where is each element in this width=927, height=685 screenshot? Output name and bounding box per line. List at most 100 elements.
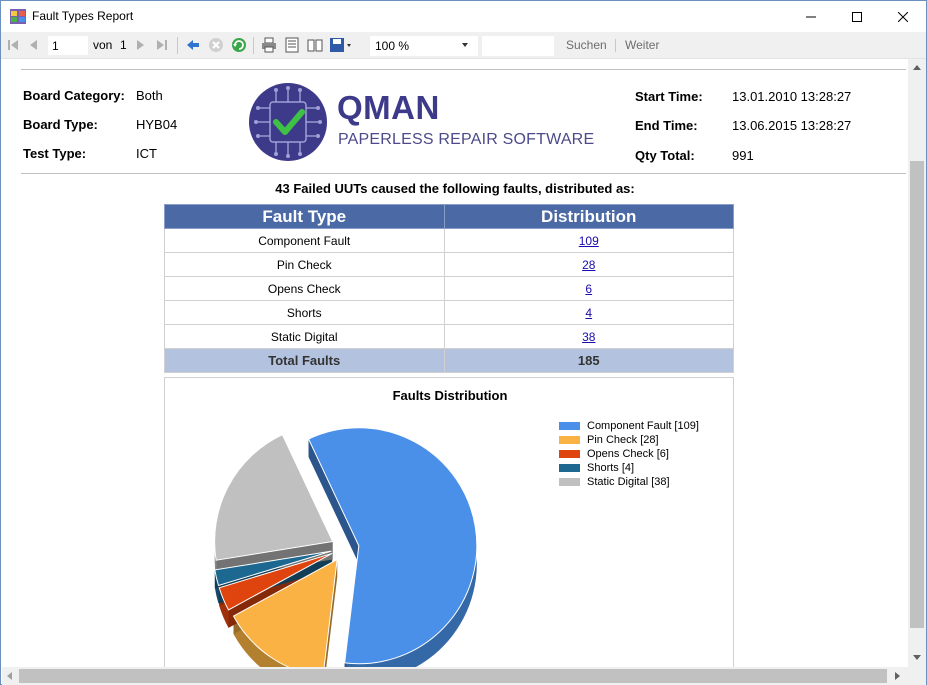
legend-swatch	[559, 436, 580, 444]
minimize-button[interactable]	[788, 1, 834, 32]
table-header-row: Fault Type Distribution	[164, 204, 734, 229]
start-time-label: Start Time:	[635, 89, 703, 104]
fault-types-table: Fault Type Distribution Component Fault …	[164, 204, 734, 373]
board-category-label: Board Category:	[23, 88, 125, 103]
scroll-right-icon[interactable]	[895, 672, 900, 680]
stop-rendering-icon[interactable]	[207, 36, 225, 54]
total-value: 185	[443, 348, 734, 373]
toolbar-divider	[177, 37, 178, 54]
find-next-button[interactable]: Weiter	[625, 38, 660, 52]
board-category-value: Both	[136, 88, 163, 103]
last-page-icon[interactable]	[155, 36, 169, 54]
fault-type-cell: Shorts	[164, 300, 445, 325]
qty-total-value: 991	[732, 148, 754, 163]
window-title: Fault Types Report	[32, 9, 134, 23]
search-button[interactable]: Suchen	[566, 38, 607, 52]
legend-label: Shorts [4]	[587, 462, 635, 474]
next-page-icon[interactable]	[133, 36, 147, 54]
test-type-value: ICT	[136, 146, 157, 161]
export-icon[interactable]	[328, 36, 354, 54]
fault-type-cell: Pin Check	[164, 252, 445, 277]
legend-item: Shorts [4]	[559, 461, 699, 475]
vertical-scroll-thumb[interactable]	[910, 161, 924, 628]
toolbar-divider	[615, 39, 616, 52]
distribution-link[interactable]: 4	[585, 305, 593, 320]
faults-distribution-chart: Faults Distribution Component Fault [109…	[164, 377, 734, 667]
report-toolbar: von 1 100 %	[1, 32, 926, 59]
zoom-select[interactable]: 100 %	[370, 36, 478, 56]
distribution-link[interactable]: 38	[582, 329, 596, 344]
distribution-cell: 109	[443, 228, 734, 253]
print-layout-icon[interactable]	[283, 36, 301, 54]
page-setup-icon[interactable]	[306, 36, 324, 54]
chart-title: Faults Distribution	[392, 388, 508, 403]
horizontal-scrollbar[interactable]	[2, 667, 908, 685]
pie-slice	[218, 552, 333, 611]
fault-type-cell: Opens Check	[164, 276, 445, 301]
title-bar: Fault Types Report	[1, 1, 926, 32]
distribution-cell: 4	[443, 300, 734, 325]
board-type-label: Board Type:	[23, 117, 98, 132]
legend-label: Pin Check [28]	[587, 434, 659, 446]
distribution-link[interactable]: 28	[582, 257, 596, 272]
start-time-value: 13.01.2010 13:28:27	[732, 89, 852, 104]
legend-swatch	[559, 450, 580, 458]
legend-label: Component Fault [109]	[587, 420, 699, 432]
report-canvas: Board Category: Both Board Type: HYB04 T…	[2, 59, 908, 667]
top-divider	[21, 69, 906, 70]
chart-legend: Component Fault [109] Pin Check [28] Opens…	[559, 419, 699, 489]
fault-type-cell: Static Digital	[164, 324, 445, 349]
scroll-up-icon[interactable]	[913, 65, 921, 70]
pie-slice	[232, 558, 338, 667]
total-label: Total Faults	[164, 348, 445, 373]
pie-slice	[307, 427, 478, 665]
first-page-icon[interactable]	[6, 36, 20, 54]
logo-title: QMAN	[337, 89, 440, 126]
legend-swatch	[559, 478, 580, 486]
horizontal-scroll-thumb[interactable]	[19, 669, 887, 683]
distribution-link[interactable]: 109	[578, 233, 599, 248]
print-icon[interactable]	[260, 36, 278, 54]
page-total: 1	[120, 38, 127, 52]
distribution-cell: 6	[443, 276, 734, 301]
legend-item: Pin Check [28]	[559, 433, 699, 447]
column-header-distribution: Distribution	[443, 204, 734, 229]
pie-chart	[214, 427, 478, 667]
zoom-value: 100 %	[375, 39, 410, 53]
legend-label: Opens Check [6]	[587, 448, 669, 460]
close-button[interactable]	[880, 1, 926, 32]
summary-text: 43 Failed UUTs caused the following faul…	[275, 181, 635, 196]
page-number-input[interactable]	[48, 36, 88, 55]
scroll-down-icon[interactable]	[913, 655, 921, 660]
legend-swatch	[559, 464, 580, 472]
scroll-left-icon[interactable]	[7, 672, 12, 680]
pie-slice-wall	[308, 439, 359, 564]
end-time-value: 13.06.2015 13:28:27	[732, 118, 852, 133]
distribution-link[interactable]: 6	[585, 281, 593, 296]
table-row: Opens Check 6	[164, 276, 734, 301]
maximize-button[interactable]	[834, 1, 880, 32]
qman-logo-icon	[248, 82, 328, 162]
back-to-parent-icon[interactable]	[185, 36, 201, 54]
legend-swatch	[559, 422, 580, 430]
table-row: Static Digital 38	[164, 324, 734, 349]
search-input[interactable]	[482, 36, 554, 56]
legend-item: Opens Check [6]	[559, 447, 699, 461]
legend-item: Component Fault [109]	[559, 419, 699, 433]
vertical-scrollbar[interactable]	[908, 59, 926, 667]
table-row: Pin Check 28	[164, 252, 734, 277]
page-of-label: von	[93, 38, 113, 52]
total-row: Total Faults 185	[164, 348, 734, 373]
refresh-icon[interactable]	[230, 36, 248, 54]
report-app-icon	[10, 9, 26, 24]
pie-slice	[214, 434, 334, 561]
scrollbar-corner	[908, 667, 926, 685]
legend-label: Static Digital [38]	[587, 476, 670, 488]
board-type-value: HYB04	[136, 117, 178, 132]
legend-item: Static Digital [38]	[559, 475, 699, 489]
header-divider	[21, 173, 906, 174]
previous-page-icon[interactable]	[27, 36, 41, 54]
table-row: Shorts 4	[164, 300, 734, 325]
qty-total-label: Qty Total:	[635, 148, 695, 163]
